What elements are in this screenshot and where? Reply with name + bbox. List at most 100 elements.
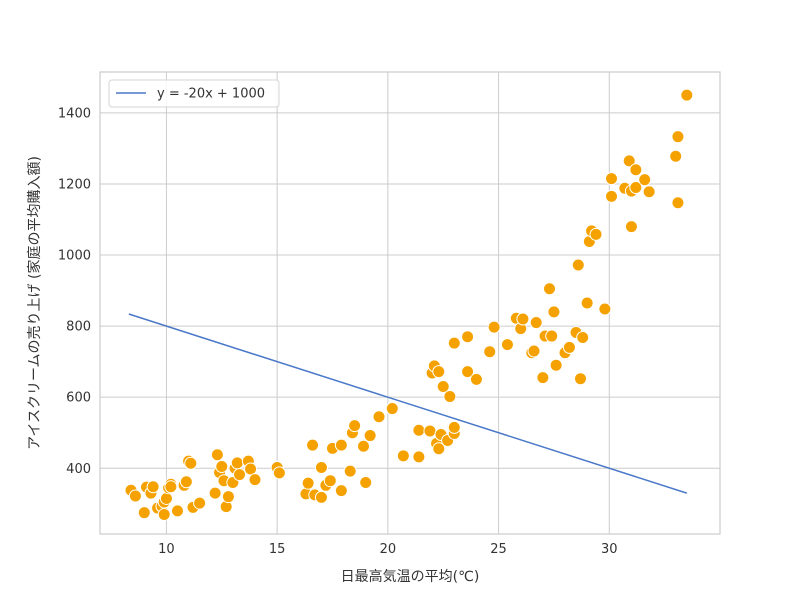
data-point: [629, 163, 643, 177]
data-point: [432, 365, 446, 379]
data-point: [483, 345, 497, 359]
y-tick-label: 600: [66, 391, 91, 406]
grid-lines: [100, 72, 720, 534]
data-point: [208, 486, 222, 500]
data-point: [671, 130, 685, 144]
data-point: [562, 340, 576, 354]
x-tick-label: 30: [601, 542, 618, 557]
data-point: [171, 504, 184, 518]
data-point: [385, 402, 399, 416]
y-axis-label: アイスクリームの売り上げ (家庭の平均購入額): [26, 156, 43, 450]
data-point: [159, 491, 173, 505]
data-point: [323, 474, 337, 488]
data-point: [547, 305, 561, 319]
data-point: [343, 464, 357, 478]
data-point: [436, 380, 450, 394]
data-point: [622, 154, 636, 168]
data-point: [372, 410, 386, 424]
data-point: [574, 372, 587, 386]
legend-label: y = -20x + 1000: [157, 87, 265, 102]
data-point: [545, 329, 559, 343]
data-point: [357, 439, 370, 453]
data-point: [580, 296, 594, 310]
data-point: [423, 424, 437, 438]
data-point: [221, 490, 235, 504]
data-point: [230, 456, 244, 470]
regression-lines: [128, 313, 688, 494]
data-point: [605, 172, 618, 186]
data-point: [396, 449, 410, 463]
data-point: [314, 490, 328, 504]
data-point: [543, 282, 556, 296]
data-point: [638, 173, 652, 187]
data-point: [233, 468, 246, 482]
data-point: [301, 476, 315, 490]
data-point: [412, 423, 426, 437]
data-point: [193, 496, 207, 510]
y-tick-label: 1400: [58, 106, 91, 121]
x-tick-label: 10: [158, 542, 175, 557]
data-point: [146, 480, 160, 494]
y-tick-label: 400: [66, 462, 91, 477]
data-point: [164, 480, 178, 494]
data-point: [669, 149, 683, 163]
scatter-points: [124, 88, 694, 521]
data-point: [487, 320, 501, 334]
x-tick-label: 15: [269, 542, 286, 557]
data-point: [363, 429, 377, 443]
data-point: [461, 330, 475, 344]
data-point: [412, 450, 426, 464]
legend: y = -20x + 1000: [108, 79, 280, 108]
data-point: [605, 189, 618, 203]
plot-area: [100, 72, 720, 534]
data-point: [157, 507, 171, 521]
data-point: [248, 473, 262, 487]
y-tick-label: 800: [66, 320, 91, 335]
legend-box: [108, 79, 280, 108]
data-point: [210, 448, 224, 462]
y-tick-label: 1000: [58, 249, 91, 264]
data-point: [447, 420, 461, 434]
data-point: [314, 461, 328, 475]
data-point: [642, 185, 656, 199]
data-point: [571, 258, 585, 272]
data-point: [215, 459, 229, 473]
data-point: [529, 316, 543, 330]
data-point: [443, 389, 457, 403]
x-tick-label: 20: [380, 542, 397, 557]
data-point: [348, 419, 362, 433]
data-point: [469, 372, 483, 386]
data-point: [306, 438, 320, 452]
plot-frame: [99, 71, 721, 535]
x-axis-label: 日最高気温の平均(℃): [341, 568, 480, 585]
data-point: [184, 456, 198, 470]
data-point: [589, 227, 603, 241]
data-point: [624, 220, 638, 234]
data-point: [527, 344, 541, 358]
y-axis-ticks: 400 600 800 1000 1200 1400: [58, 106, 91, 476]
data-point: [334, 438, 348, 452]
data-point: [432, 442, 446, 456]
data-point: [461, 365, 475, 379]
data-point: [576, 330, 590, 344]
data-point: [680, 88, 694, 102]
data-point: [500, 338, 514, 352]
data-point: [447, 336, 461, 350]
data-point: [359, 475, 373, 489]
data-point: [137, 506, 151, 520]
x-tick-label: 25: [490, 542, 507, 557]
data-point: [598, 302, 612, 316]
regression-line: [128, 313, 688, 494]
data-point: [128, 489, 142, 503]
y-tick-label: 1200: [58, 177, 91, 192]
data-point: [549, 358, 563, 372]
data-point: [179, 475, 193, 489]
data-point: [536, 371, 550, 385]
data-point: [516, 312, 530, 326]
data-point: [629, 181, 643, 194]
data-point: [334, 484, 348, 498]
data-point: [671, 196, 685, 210]
x-axis-ticks: 10 15 20 25 30: [158, 542, 617, 557]
